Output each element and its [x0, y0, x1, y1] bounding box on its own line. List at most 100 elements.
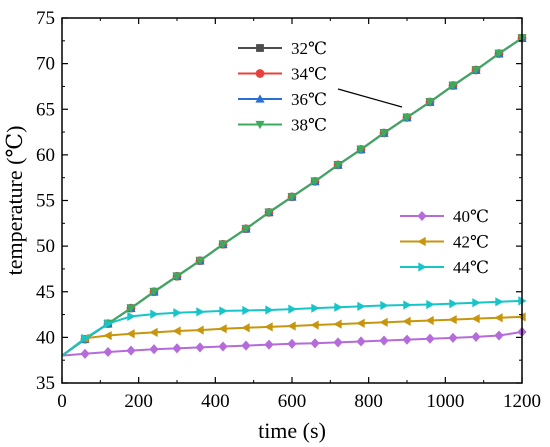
y-tick-label: 60 — [36, 145, 55, 166]
data-point — [126, 329, 135, 339]
data-point — [495, 297, 504, 307]
y-tick-label: 65 — [36, 99, 55, 120]
data-point — [264, 322, 273, 332]
data-point — [402, 316, 411, 327]
data-point — [402, 334, 412, 345]
data-point — [425, 333, 435, 344]
x-tick-label: 600 — [278, 391, 307, 412]
data-point — [357, 301, 366, 311]
legend-swatch-marker — [417, 210, 427, 222]
data-point — [310, 338, 320, 349]
data-point — [81, 333, 90, 343]
y-tick-label: 35 — [36, 373, 55, 394]
x-tick-label: 400 — [201, 391, 230, 412]
data-point — [333, 161, 343, 170]
data-point — [471, 66, 481, 75]
axis-ticks: 0 200 400 600 800 1000 1200 35 40 45 50 55 60 65 70 75 — [36, 8, 541, 412]
data-point — [149, 344, 159, 355]
data-point — [448, 332, 458, 343]
y-axis-title: temperature (℃) — [2, 126, 27, 276]
data-point — [310, 320, 319, 330]
data-point — [172, 343, 182, 354]
data-point — [311, 303, 320, 313]
data-point — [380, 300, 389, 311]
data-point — [425, 98, 435, 107]
data-point — [173, 308, 182, 318]
data-point — [402, 113, 412, 123]
data-point — [494, 313, 503, 323]
data-point — [149, 327, 158, 337]
legend-label: 44℃ — [453, 258, 489, 277]
data-point — [150, 309, 159, 319]
data-point — [288, 304, 297, 314]
data-point — [471, 314, 480, 324]
data-point — [242, 305, 251, 316]
data-point — [471, 331, 481, 342]
series-5 — [61, 312, 526, 357]
x-tick-label: 800 — [354, 391, 383, 412]
data-point — [379, 335, 389, 346]
data-point — [310, 177, 320, 186]
data-point — [195, 257, 205, 266]
data-point — [287, 338, 297, 349]
data-point — [333, 319, 342, 329]
data-point — [218, 324, 227, 334]
data-point — [287, 193, 297, 202]
y-tick-label: 45 — [36, 282, 55, 303]
data-point — [494, 330, 504, 341]
x-tick-label: 0 — [57, 391, 67, 412]
data-point — [218, 240, 228, 249]
legend-group-1: 40℃ 42℃ 44℃ — [400, 207, 489, 277]
data-point — [379, 317, 388, 327]
legend-label: 42℃ — [453, 233, 489, 252]
y-tick-label: 55 — [36, 191, 55, 212]
x-tick-label: 1000 — [426, 391, 464, 412]
data-point — [149, 288, 159, 297]
legend-label: 34℃ — [291, 65, 327, 84]
data-point — [195, 342, 205, 353]
data-point — [425, 315, 434, 326]
legend-swatch-marker — [417, 236, 426, 247]
data-point — [103, 330, 112, 341]
legend-swatch-marker — [255, 69, 265, 78]
data-point — [356, 336, 366, 347]
legend-label: 36℃ — [291, 90, 327, 109]
data-point — [356, 318, 365, 328]
legend-swatch-marker — [418, 262, 427, 272]
series-6 — [61, 296, 527, 357]
x-tick-label: 1200 — [503, 391, 541, 412]
plot-area — [61, 33, 527, 359]
data-point — [80, 348, 90, 359]
y-tick-label: 70 — [36, 54, 55, 75]
y-tick-label: 75 — [36, 8, 55, 29]
legend-swatch-marker — [256, 44, 264, 52]
data-point — [403, 300, 412, 310]
data-point — [218, 341, 228, 352]
data-point — [379, 129, 389, 138]
legend-group-0: 32℃ 34℃ 36℃ 38℃ — [238, 39, 327, 135]
data-point — [264, 339, 274, 350]
data-point — [448, 81, 458, 91]
y-tick-label: 40 — [36, 327, 55, 348]
data-point — [494, 49, 504, 59]
data-point — [127, 311, 136, 321]
data-point — [448, 314, 457, 325]
data-point — [195, 325, 204, 335]
legend-label: 38℃ — [291, 116, 327, 135]
legend-label: 32℃ — [291, 39, 327, 58]
data-point — [241, 323, 250, 333]
y-tick-label: 50 — [36, 236, 55, 257]
data-point — [172, 272, 182, 281]
data-point — [241, 340, 251, 351]
data-point — [126, 304, 136, 313]
x-axis-title: time (s) — [258, 418, 326, 443]
legend: 32℃ 34℃ 36℃ 38℃ 40℃ 42℃ 44℃ — [238, 39, 489, 277]
legend-pointer-line — [337, 88, 403, 108]
data-point — [241, 225, 251, 234]
legend-swatch-marker — [255, 120, 265, 130]
data-point — [104, 319, 113, 329]
data-point — [172, 326, 181, 336]
data-point — [219, 306, 228, 316]
